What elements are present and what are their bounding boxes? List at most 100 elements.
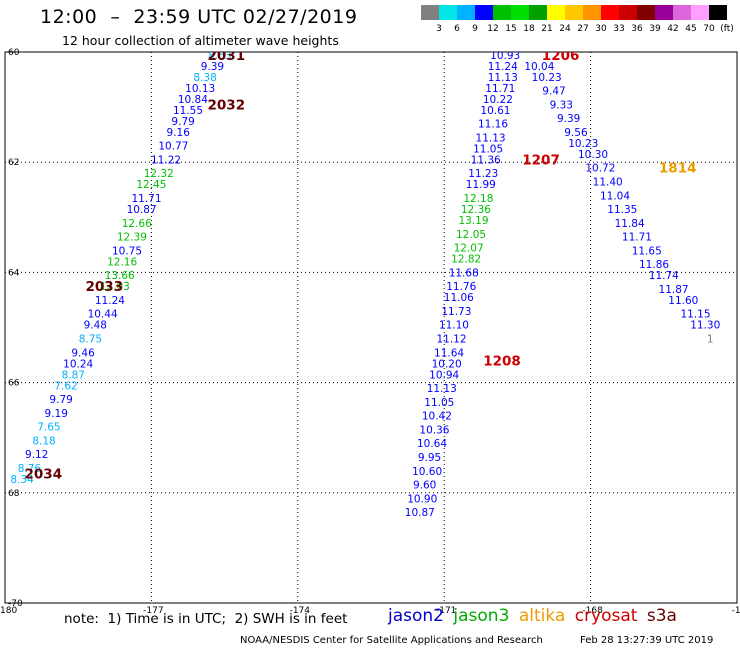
colorbar-tick: 24 — [559, 24, 571, 34]
swh-point: 10.84 — [178, 94, 208, 106]
credit-line: NOAA/NESDIS Center for Satellite Applica… — [240, 635, 543, 646]
swh-point: 11.36 — [471, 154, 501, 166]
x-tick-label: -171 — [436, 606, 456, 616]
swh-point: 11.64 — [434, 347, 464, 359]
swh-point: 12.18 — [463, 193, 493, 205]
pass-time-label: 2031 — [208, 48, 246, 64]
colorbar-swatch — [547, 5, 565, 20]
x-tick-label: -177 — [143, 606, 163, 616]
swh-point: 10.87 — [127, 204, 157, 216]
swh-point: 11.40 — [593, 176, 623, 188]
swh-point: 11.74 — [649, 270, 679, 282]
swh-point: 8.63 — [208, 50, 231, 62]
colorbar-tick: 3 — [436, 24, 442, 34]
colorbar-swatch — [601, 5, 619, 20]
swh-point: 10.24 — [63, 358, 93, 370]
colorbar-swatch — [655, 5, 673, 20]
swh-point: 7.65 — [37, 422, 60, 434]
pass-time-label: 2034 — [25, 467, 63, 483]
swh-point: 11.13 — [476, 132, 506, 144]
swh-point: 10.20 — [432, 358, 462, 370]
swh-point: 10.04 — [524, 61, 554, 73]
swh-point: 12.36 — [461, 204, 491, 216]
colorbar-swatch — [457, 5, 475, 20]
colorbar-swatch — [673, 5, 691, 20]
swh-point: 10.90 — [407, 493, 437, 505]
swh-point: 11.06 — [444, 292, 474, 304]
swh-point: 12.82 — [451, 254, 481, 266]
legend-cryosat: cryosat — [574, 606, 638, 626]
colorbar-tick: 42 — [667, 24, 679, 34]
legend-s3a: s3a — [646, 606, 677, 626]
colorbar-swatch — [565, 5, 583, 20]
pass-time-label: 2033 — [86, 279, 124, 295]
swh-point: 11.24 — [95, 295, 125, 307]
y-tick-label: 66 — [8, 379, 20, 389]
swh-point: 9.79 — [171, 116, 194, 128]
swh-point: 11.30 — [690, 320, 720, 332]
y-tick-label: 64 — [8, 268, 20, 278]
swh-point: 11.05 — [424, 397, 454, 409]
pass-time-label: 1206 — [542, 48, 580, 64]
swh-point: 9.48 — [84, 320, 107, 332]
swh-point: 11.71 — [622, 232, 652, 244]
swh-point: 9.56 — [564, 127, 588, 139]
swh-point: 9.95 — [418, 452, 441, 464]
swh-point: 10.60 — [412, 466, 442, 478]
swh-point: 9.39 — [201, 61, 224, 73]
swh-point: 10.94 — [429, 369, 459, 381]
colorbar-swatch — [583, 5, 601, 20]
satellite-legend: jason2 jason3 altika cryosat s3a — [388, 606, 681, 626]
swh-point: 11.05 — [473, 143, 503, 155]
swh-point: 11.13 — [488, 72, 518, 84]
swh-point: 9.12 — [25, 449, 48, 461]
swh-point: 12.32 — [144, 168, 174, 180]
swh-point: 10.23 — [568, 138, 598, 150]
chart-title: 12:00 – 23:59 UTC 02/27/2019 — [40, 6, 358, 28]
swh-point: 12.05 — [456, 229, 486, 241]
chart-subtitle: 12 hour collection of altimeter wave hei… — [62, 33, 339, 48]
swh-point: 12.45 — [136, 179, 166, 191]
swh-point: 10.64 — [417, 438, 447, 450]
swh-point: 11.84 — [615, 218, 645, 230]
swh-point: 8.34 — [10, 474, 34, 486]
colorbar-tick: 27 — [577, 24, 589, 34]
y-tick-label: 62 — [8, 158, 19, 168]
swh-point: 10.75 — [112, 245, 142, 257]
colorbar-tick: 6 — [454, 24, 460, 34]
y-tick-label: -70 — [8, 599, 23, 609]
swh-point: 10.93 — [490, 50, 520, 62]
colorbar-tick: 30 — [595, 24, 607, 34]
swh-point: 9.46 — [71, 347, 95, 359]
swh-point: 9.60 — [413, 480, 436, 492]
colorbar-swatch — [439, 5, 457, 20]
swh-point: 12.03 — [100, 281, 130, 293]
colorbar-swatch — [637, 5, 655, 20]
swh-point: 11.22 — [151, 154, 181, 166]
swh-point: 11.86 — [639, 259, 669, 271]
swh-point: 11.13 — [427, 383, 457, 395]
swh-point: 8.38 — [193, 72, 216, 84]
colorbar-swatch — [493, 5, 511, 20]
swh-point: 10.61 — [480, 105, 510, 117]
colorbar-tick: 12 — [487, 24, 499, 34]
swh-point: 8.76 — [18, 463, 42, 475]
pass-time-label: 1814 — [659, 161, 697, 177]
legend-jason2: jason2 — [388, 606, 444, 626]
swh-point: 9.79 — [49, 394, 72, 406]
swh-point: 1 — [707, 334, 714, 346]
colorbar-tick: 9 — [472, 24, 478, 34]
colorbar-tick: 18 — [523, 24, 535, 34]
swh-point: 10.87 — [405, 507, 435, 519]
colorbar-swatch — [691, 5, 709, 20]
swh-point: 10.44 — [88, 309, 118, 321]
x-tick-label: -16 — [732, 606, 740, 616]
swh-point: 11.76 — [446, 281, 476, 293]
colorbar-swatch — [529, 5, 547, 20]
pass-time-label: 1208 — [483, 354, 521, 370]
pass-time-label: 2032 — [208, 97, 246, 113]
footnote: note: 1) Time is in UTC; 2) SWH is in fe… — [64, 611, 348, 627]
swh-point: 11.15 — [680, 309, 710, 321]
swh-point: 9.33 — [550, 99, 573, 111]
